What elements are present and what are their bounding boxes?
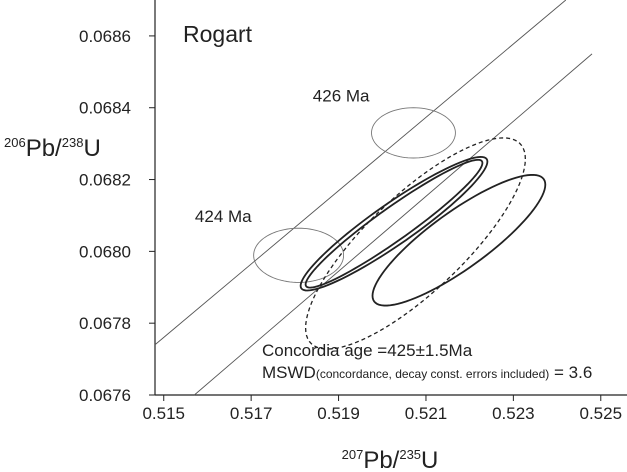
mswd-part: = 3.6 (549, 363, 592, 382)
y-tick-label: 0.0684 (79, 99, 131, 118)
y-label-part: 238 (62, 135, 84, 150)
x-tick-label: 0.517 (230, 404, 273, 423)
chart-title: Rogart (183, 21, 253, 47)
y-tick-label: 0.0676 (79, 386, 131, 405)
age-marker (253, 227, 345, 283)
x-label-part: 207 (342, 447, 364, 462)
y-tick-label: 0.0682 (79, 171, 131, 190)
y-axis-label: 206Pb/238U (4, 135, 101, 162)
x-label-part: 235 (399, 447, 421, 462)
x-tick-label: 0.521 (405, 404, 448, 423)
concordia-envelope (154, 0, 567, 346)
x-tick-label: 0.523 (492, 404, 535, 423)
x-tick-label: 0.519 (317, 404, 360, 423)
age-label: 424 Ma (195, 207, 252, 226)
error-ellipse (304, 158, 484, 289)
x-axis-label: 207Pb/235U (342, 447, 439, 472)
y-tick-label: 0.0680 (79, 242, 131, 261)
y-label-part: U (83, 135, 100, 162)
mswd-part: (concordance, decay const. errors includ… (316, 367, 549, 381)
y-label-part: Pb/ (26, 135, 62, 162)
age-label: 426 Ma (313, 87, 370, 106)
y-tick-label: 0.0678 (79, 314, 131, 333)
error-ellipse (371, 174, 547, 307)
age-marker (371, 107, 456, 159)
mswd: MSWD(concordance, decay const. errors in… (262, 363, 592, 382)
mswd-part: MSWD (262, 363, 316, 382)
concordia-envelope (194, 53, 593, 396)
x-tick-label: 0.515 (142, 404, 185, 423)
annotation: Concordia age =425±1.5Ma (262, 341, 473, 360)
error-ellipse (299, 156, 489, 292)
x-label-part: U (421, 447, 438, 472)
y-tick-label: 0.0686 (79, 27, 131, 46)
x-label-part: Pb/ (363, 447, 399, 472)
x-tick-label: 0.525 (580, 404, 623, 423)
y-label-part: 206 (4, 135, 26, 150)
